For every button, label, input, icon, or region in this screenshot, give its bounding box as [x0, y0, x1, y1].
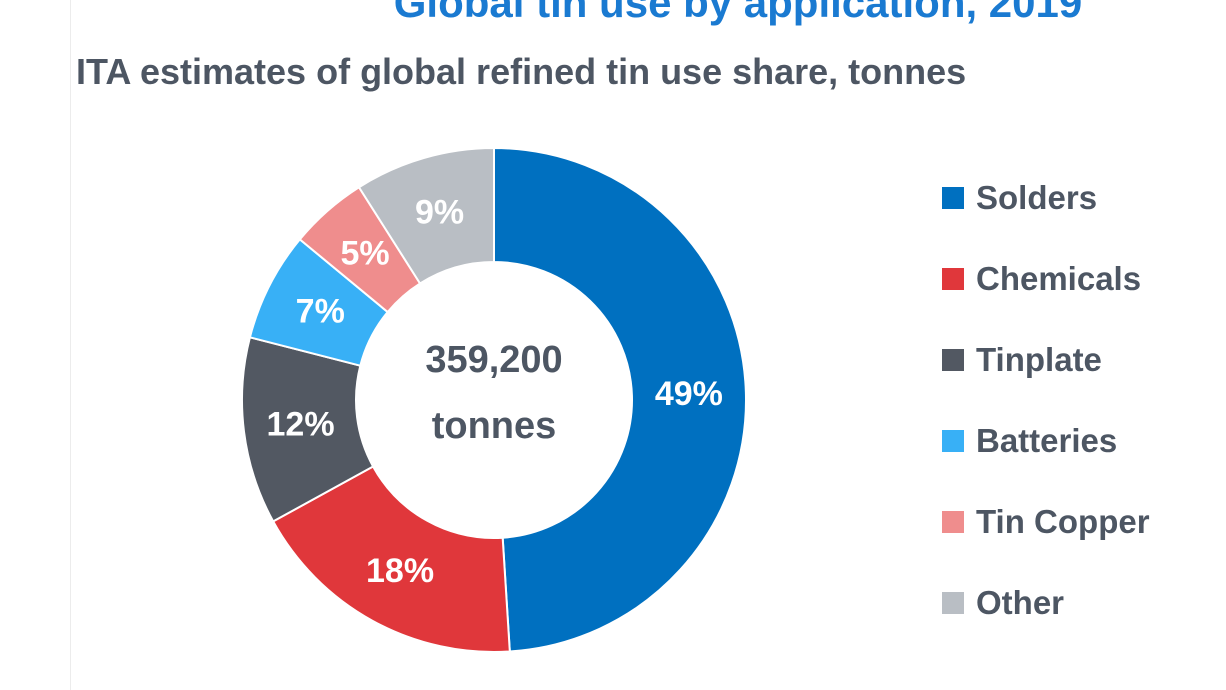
- chart-subtitle: ITA estimates of global refined tin use …: [76, 51, 967, 92]
- legend-swatch: [942, 511, 964, 533]
- legend-swatch: [942, 592, 964, 614]
- data-label-other: 9%: [415, 194, 464, 232]
- chart-legend: Solders Chemicals Tinplate Batteries Tin Cop…: [942, 176, 1150, 662]
- legend-item-chemicals: Chemicals: [942, 257, 1150, 338]
- data-label-chemicals: 18%: [366, 552, 434, 590]
- legend-label: Chemicals: [976, 260, 1142, 297]
- data-label-tinplate: 12%: [267, 405, 335, 443]
- legend-swatch: [942, 430, 964, 452]
- legend-item-tinplate: Tinplate: [942, 338, 1150, 419]
- slice-other: [357, 146, 495, 285]
- legend-swatch: [942, 187, 964, 209]
- legend-item-batteries: Batteries: [942, 419, 1150, 500]
- chart-title: Global tin use by application, 2019: [393, 0, 1083, 26]
- legend-label: Batteries: [976, 422, 1118, 459]
- data-label-tin-copper: 5%: [340, 235, 389, 273]
- legend-label: Tinplate: [976, 341, 1102, 378]
- data-label-solders: 49%: [655, 375, 723, 413]
- chart-frame: [70, 0, 1221, 690]
- legend-item-tin-copper: Tin Copper: [942, 500, 1150, 581]
- slice-solders: [493, 146, 748, 653]
- legend-label: Other: [976, 584, 1065, 621]
- slice-chemicals: [271, 465, 511, 653]
- center-total-value: 359,200: [425, 339, 562, 381]
- legend-swatch: [942, 349, 964, 371]
- legend-label: Solders: [976, 179, 1098, 216]
- data-label-batteries: 7%: [296, 292, 345, 330]
- legend-item-solders: Solders: [942, 176, 1150, 257]
- legend-label: Tin Copper: [976, 503, 1150, 540]
- center-total-unit: tonnes: [432, 405, 557, 447]
- legend-swatch: [942, 268, 964, 290]
- legend-item-other: Other: [942, 581, 1150, 662]
